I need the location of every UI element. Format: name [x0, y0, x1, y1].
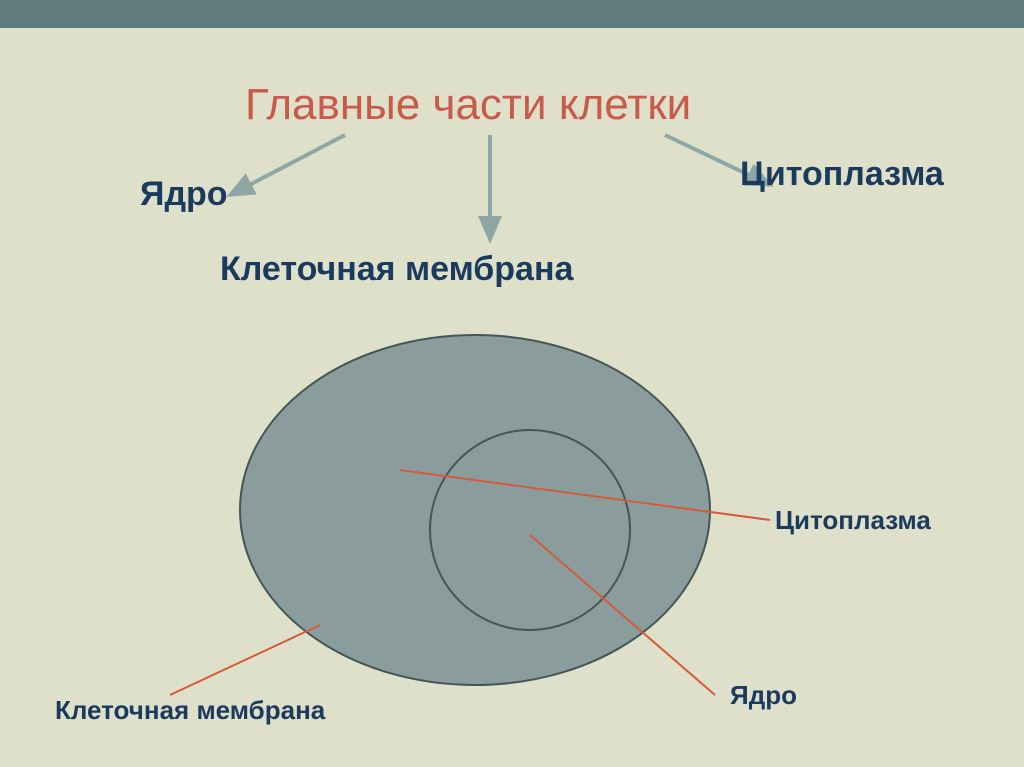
top-bar [0, 0, 1024, 28]
cell-membrane-shape [240, 335, 710, 685]
concept-label-cytoplasm: Цитоплазма [740, 155, 944, 194]
slide-root: Главные части клетки Ядро Цитоплазма Кле… [0, 0, 1024, 767]
callout-label-nucleus: Ядро [730, 680, 797, 711]
callout-line-cytoplasm [400, 470, 770, 520]
concept-arrow-0 [230, 135, 345, 195]
callout-line-membrane [170, 625, 320, 695]
callout-label-cytoplasm: Цитоплазма [775, 505, 931, 536]
callout-line-nucleus [530, 535, 715, 695]
concept-label-membrane: Клеточная мембрана [220, 250, 573, 289]
nucleus-shape [430, 430, 630, 630]
callout-label-membrane: Клеточная мембрана [55, 695, 325, 726]
slide-title: Главные части клетки [245, 80, 691, 130]
concept-label-nucleus: Ядро [140, 175, 228, 214]
